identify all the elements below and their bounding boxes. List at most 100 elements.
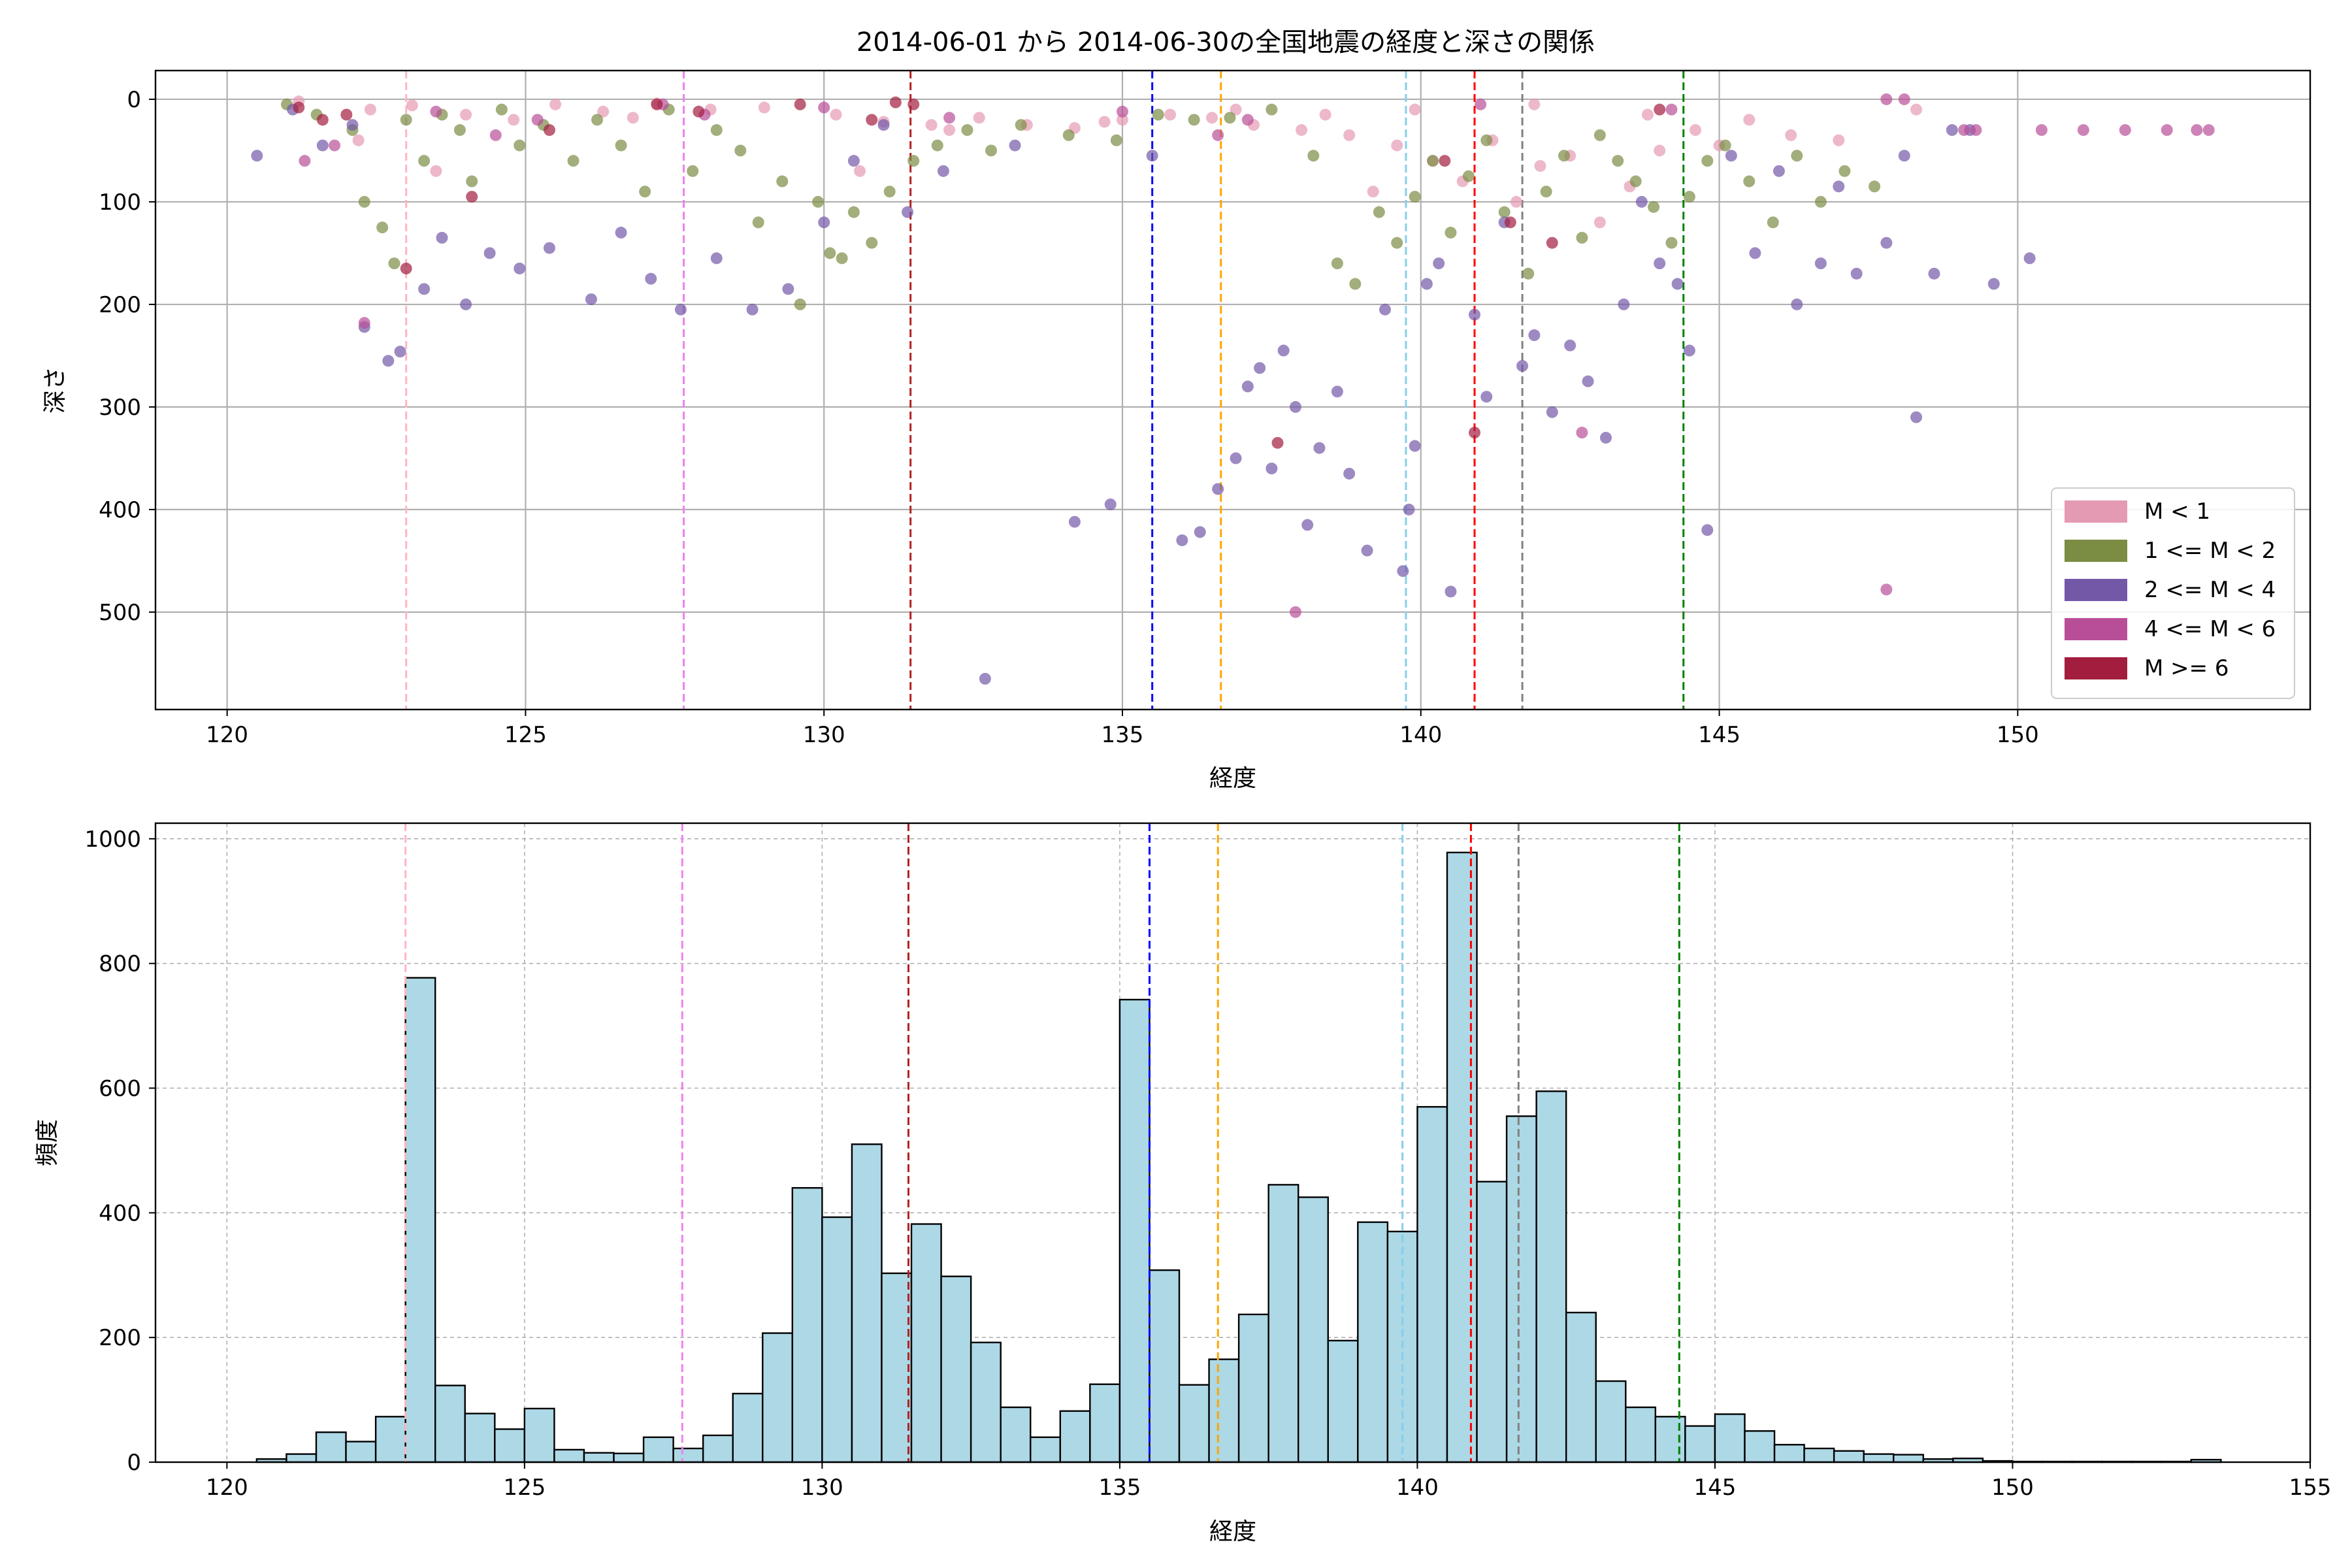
scatter-point bbox=[1582, 375, 1594, 387]
histogram-bar bbox=[1416, 1105, 1448, 1463]
scatter-y-tick-label: 100 bbox=[99, 189, 141, 216]
histogram-bar bbox=[553, 1448, 585, 1463]
histogram-bar bbox=[1357, 1221, 1389, 1463]
scatter-point bbox=[1510, 195, 1522, 208]
histogram-x-tick-label: 155 bbox=[2289, 1475, 2332, 1501]
histogram-bar bbox=[1565, 1311, 1597, 1463]
scatter-point bbox=[1970, 124, 1982, 137]
histogram-bar bbox=[970, 1341, 1002, 1463]
scatter-point bbox=[1987, 278, 2000, 290]
scatter-point bbox=[866, 114, 878, 126]
scatter-point bbox=[1665, 237, 1678, 249]
histogram-bar bbox=[1267, 1184, 1299, 1463]
scatter-point bbox=[883, 186, 896, 198]
scatter-point bbox=[346, 119, 359, 131]
scatter-point bbox=[1445, 585, 1457, 598]
scatter-point bbox=[776, 175, 789, 188]
histogram-bar bbox=[1446, 851, 1478, 1463]
scatter-point bbox=[1110, 134, 1122, 146]
scatter-point bbox=[1462, 170, 1475, 182]
scatter-point bbox=[824, 247, 836, 259]
scatter-point bbox=[418, 155, 431, 167]
scatter-point bbox=[1427, 155, 1439, 167]
scatter-point bbox=[1880, 237, 1893, 249]
scatter-x-tick-label: 150 bbox=[1997, 722, 2039, 748]
legend-label: 4 <= M < 6 bbox=[2144, 616, 2276, 642]
scatter-point bbox=[2202, 124, 2215, 137]
scatter-point bbox=[543, 124, 555, 137]
scatter-point bbox=[1194, 526, 1206, 538]
histogram-bar bbox=[881, 1272, 913, 1463]
scatter-point bbox=[1277, 344, 1290, 357]
scatter-point bbox=[1361, 544, 1373, 557]
histogram-bar bbox=[1714, 1413, 1746, 1463]
scatter-point bbox=[1068, 515, 1081, 528]
scatter-panel: 2014-06-01 から 2014-06-30の全国地震の経度と深さの関係 1… bbox=[42, 27, 2311, 792]
scatter-point bbox=[1683, 344, 1695, 357]
scatter-point bbox=[1468, 308, 1480, 321]
scatter-point bbox=[1671, 278, 1684, 290]
histogram-bar bbox=[1208, 1358, 1240, 1463]
scatter-point bbox=[1296, 124, 1308, 137]
scatter-x-ticks: 120 125 130 135 140 145 150 bbox=[206, 710, 2039, 748]
histogram-bar bbox=[404, 977, 436, 1463]
histogram-y-axis-label: 頻度 bbox=[34, 1119, 61, 1166]
scatter-point bbox=[1301, 519, 1314, 531]
histogram-y-tick-label: 1000 bbox=[84, 826, 141, 853]
legend-label: M >= 6 bbox=[2144, 655, 2229, 681]
scatter-point bbox=[1743, 175, 1756, 188]
scatter-point bbox=[1212, 483, 1224, 495]
scatter-point bbox=[1719, 139, 1731, 152]
scatter-point bbox=[734, 144, 747, 157]
histogram-bar bbox=[1803, 1447, 1835, 1463]
scatter-point bbox=[1791, 150, 1803, 162]
scatter-point bbox=[1498, 206, 1511, 218]
histogram-bar bbox=[315, 1431, 347, 1463]
scatter-point bbox=[979, 672, 991, 685]
histogram-bar bbox=[672, 1447, 704, 1463]
scatter-point bbox=[693, 105, 705, 118]
scatter-point bbox=[382, 355, 395, 367]
histogram-bar bbox=[286, 1453, 318, 1463]
scatter-point bbox=[710, 124, 723, 137]
scatter-point bbox=[1062, 129, 1075, 141]
histogram-y-tick-label: 200 bbox=[99, 1325, 141, 1351]
scatter-point bbox=[866, 237, 878, 249]
histogram-bar bbox=[642, 1436, 674, 1463]
histogram-y-tick-label: 0 bbox=[127, 1450, 141, 1476]
scatter-point bbox=[1928, 267, 1940, 280]
scatter-plot-frame bbox=[154, 69, 2311, 711]
scatter-point bbox=[514, 139, 526, 152]
scatter-point bbox=[1833, 180, 1845, 193]
scatter-point bbox=[1349, 278, 1362, 290]
scatter-point bbox=[1690, 124, 1702, 137]
scatter-point bbox=[794, 298, 806, 310]
histogram-bar bbox=[1625, 1406, 1657, 1463]
scatter-point bbox=[316, 114, 329, 126]
histogram-bar bbox=[523, 1407, 555, 1463]
scatter-point bbox=[400, 262, 412, 274]
histogram-bar bbox=[494, 1428, 526, 1463]
scatter-point bbox=[812, 195, 825, 208]
histogram-bar bbox=[851, 1143, 883, 1463]
histogram-reference-lines bbox=[404, 823, 1680, 1462]
histogram-bar bbox=[821, 1216, 853, 1463]
histogram-bar bbox=[613, 1452, 645, 1463]
scatter-point bbox=[251, 150, 263, 162]
scatter-point bbox=[1546, 237, 1558, 249]
scatter-point bbox=[531, 114, 544, 126]
scatter-point bbox=[847, 206, 860, 218]
histogram-plot-frame bbox=[154, 822, 2311, 1463]
scatter-point bbox=[1898, 93, 1910, 105]
scatter-point bbox=[1880, 93, 1893, 105]
scatter-point bbox=[376, 221, 389, 234]
scatter-point bbox=[1098, 116, 1111, 128]
scatter-point bbox=[758, 101, 770, 114]
scatter-x-tick-label: 125 bbox=[504, 722, 547, 748]
histogram-bar bbox=[1327, 1339, 1359, 1463]
scatter-point bbox=[1015, 119, 1027, 131]
histogram-bar bbox=[1535, 1090, 1567, 1463]
histogram-bar bbox=[791, 1186, 823, 1463]
scatter-point bbox=[364, 103, 376, 116]
scatter-point bbox=[1271, 436, 1284, 449]
